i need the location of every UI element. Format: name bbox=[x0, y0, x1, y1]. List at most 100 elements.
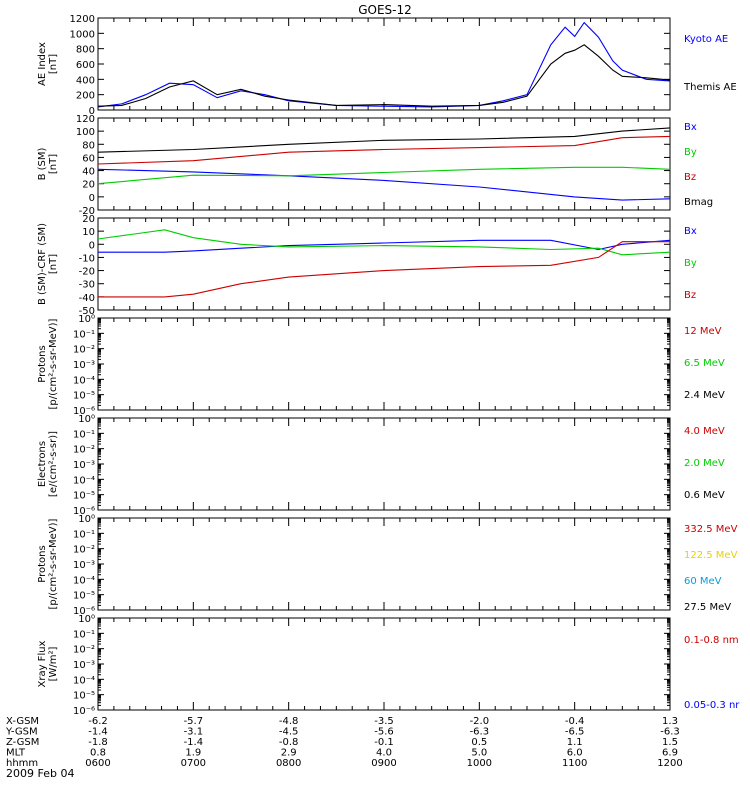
ephemeris-value: 0600 bbox=[85, 758, 110, 769]
ephemeris-value: -2.0 bbox=[470, 716, 490, 727]
ephemeris-value: 6.9 bbox=[662, 748, 678, 759]
ephemeris-value: 0900 bbox=[371, 758, 396, 769]
panel-7: 10⁰ 10⁻¹ 10⁻² 10⁻³ 10⁻⁴ 10⁻⁵ 10⁻⁶ Xray Flux [W/m… bbox=[37, 614, 740, 717]
y-tick-label: 1000 bbox=[70, 29, 95, 40]
y-tick-label: 10⁰ bbox=[78, 614, 95, 625]
legend-entry: By bbox=[684, 258, 697, 269]
y-tick-label: 10⁻¹ bbox=[73, 629, 95, 640]
legend-entry: 60 MeV bbox=[684, 576, 722, 587]
y-tick-label: 100 bbox=[76, 127, 95, 138]
chart-title: GOES-12 bbox=[358, 3, 412, 17]
legend-entry: 2.4 MeV bbox=[684, 390, 725, 401]
y-tick-label: 10⁻⁵ bbox=[73, 691, 95, 702]
date-label: 2009 Feb 04 bbox=[6, 767, 74, 780]
y-tick-label: -30 bbox=[79, 280, 95, 291]
y-tick-label: 10⁻¹ bbox=[73, 429, 95, 440]
ephemeris-value: -4.5 bbox=[279, 727, 299, 738]
series-line-bx bbox=[98, 239, 671, 253]
ephemeris-value: 5.0 bbox=[471, 748, 487, 759]
y-tick-label: 10⁻³ bbox=[73, 360, 95, 371]
y-tick-label: 10⁻⁴ bbox=[73, 675, 95, 686]
ephemeris-row-label: X-GSM bbox=[6, 716, 39, 727]
y-tick-label: 10⁻² bbox=[73, 545, 95, 556]
panel-frame bbox=[97, 617, 671, 711]
series-line-themis-ae bbox=[97, 44, 671, 107]
legend-entry: 0.05-0.3 nr bbox=[684, 700, 740, 711]
ephemeris-row-label: Z-GSM bbox=[6, 737, 39, 748]
panel-1: 0 200 400 600 800 1000 1200 AE Index [nT] Kyoto A… bbox=[37, 14, 737, 117]
ephemeris-value: -6.2 bbox=[88, 716, 108, 727]
ephemeris-row-label: hhmm bbox=[6, 758, 38, 769]
ephemeris-value: -3.1 bbox=[184, 727, 204, 738]
ephemeris-value: 0.8 bbox=[90, 748, 106, 759]
y-tick-label: 200 bbox=[76, 91, 95, 102]
legend-entry: Bx bbox=[684, 226, 697, 237]
y-tick-label: 0 bbox=[89, 240, 95, 251]
y-tick-label: 10⁻³ bbox=[73, 560, 95, 571]
ephemeris-value: 0700 bbox=[181, 758, 206, 769]
y-axis-label: B (SM) bbox=[37, 147, 48, 180]
ephemeris-value: 4.0 bbox=[376, 748, 392, 759]
y-tick-label: -20 bbox=[79, 267, 95, 278]
panel-frame bbox=[97, 517, 671, 611]
y-tick-label: 10⁻¹ bbox=[73, 529, 95, 540]
y-tick-label: 10⁻⁶ bbox=[73, 406, 95, 417]
series-line-kyoto-ae bbox=[97, 21, 671, 108]
y-tick-label: 10⁻⁵ bbox=[73, 591, 95, 602]
ephemeris-value: -6.3 bbox=[660, 727, 680, 738]
panel-5: 10⁰ 10⁻¹ 10⁻² 10⁻³ 10⁻⁴ 10⁻⁵ 10⁻⁶ Electrons [e/(… bbox=[37, 414, 725, 517]
panel-2: -20 0 20 40 60 80 100 120 B (SM) [nT] Bx By Bz Bmag bbox=[37, 114, 713, 217]
panel-frame bbox=[97, 117, 671, 211]
panel-frame bbox=[97, 17, 671, 111]
y-axis-label: [e/(cm²-s-sr)] bbox=[48, 431, 59, 497]
y-tick-label: 10⁻¹ bbox=[73, 329, 95, 340]
y-tick-label: 800 bbox=[76, 45, 95, 56]
y-tick-label: 1200 bbox=[70, 14, 95, 25]
y-tick-label: -20 bbox=[79, 206, 95, 217]
y-tick-label: 20 bbox=[82, 180, 95, 191]
panel-frame bbox=[97, 217, 671, 311]
legend-entry: 2.0 MeV bbox=[684, 458, 725, 469]
y-tick-label: 0 bbox=[89, 106, 95, 117]
y-tick-label: 0 bbox=[89, 193, 95, 204]
ephemeris-value: -4.8 bbox=[279, 716, 299, 727]
panel-6: 10⁰ 10⁻¹ 10⁻² 10⁻³ 10⁻⁴ 10⁻⁵ 10⁻⁶ Protons [p/(cm… bbox=[37, 514, 738, 617]
y-axis-label: [p/(cm²-s-sr-MeV)] bbox=[48, 318, 59, 409]
legend-entry: Bz bbox=[684, 172, 696, 183]
series-line-by bbox=[97, 229, 671, 256]
legend-entry: 332.5 MeV bbox=[684, 524, 738, 535]
legend-entry: 0.1-0.8 nm bbox=[684, 635, 739, 646]
y-tick-label: 10⁻² bbox=[73, 445, 95, 456]
y-tick-label: 10⁰ bbox=[78, 314, 95, 325]
legend-entry: Bz bbox=[684, 290, 696, 301]
y-tick-label: 10⁻⁴ bbox=[73, 375, 95, 386]
y-tick-label: 10⁻⁶ bbox=[73, 506, 95, 517]
ephemeris-value: 6.0 bbox=[567, 748, 583, 759]
legend-entry: 12 MeV bbox=[684, 326, 722, 337]
ephemeris-value: 1.5 bbox=[662, 737, 678, 748]
y-tick-label: 10⁻⁶ bbox=[73, 606, 95, 617]
y-axis-label: Electrons bbox=[37, 441, 48, 487]
y-tick-label: 10⁻⁴ bbox=[73, 575, 95, 586]
y-tick-label: 600 bbox=[76, 60, 95, 71]
ephemeris-value: -6.5 bbox=[565, 727, 585, 738]
ephemeris-value: -3.5 bbox=[374, 716, 394, 727]
ephemeris-table: X-GSM -6.2 -5.7 -4.8 -3.5 -2.0 -0.4 1.3 Y-GSM -1.… bbox=[5, 716, 683, 769]
ephemeris-value: -5.6 bbox=[374, 727, 394, 738]
ephemeris-value: 1.1 bbox=[567, 737, 583, 748]
series-line-bmag bbox=[97, 127, 671, 153]
panel-3: -50 -40 -30 -20 -10 0 10 20 B (SM)-CRF (SM) [nT] B… bbox=[37, 214, 697, 317]
y-axis-label: AE Index bbox=[37, 42, 48, 86]
y-tick-label: 10⁻⁵ bbox=[73, 491, 95, 502]
y-axis-label: [W/m²] bbox=[48, 646, 59, 681]
ephemeris-row-label: MLT bbox=[6, 748, 26, 759]
y-axis-label: [nT] bbox=[48, 54, 59, 74]
y-axis-label: [p/(cm²-s-sr-MeV)] bbox=[48, 518, 59, 609]
legend-entry: Bmag bbox=[684, 197, 713, 208]
legend-entry: 4.0 MeV bbox=[684, 426, 725, 437]
y-tick-label: 80 bbox=[82, 140, 95, 151]
ephemeris-value: -0.4 bbox=[565, 716, 585, 727]
legend-entry: By bbox=[684, 147, 697, 158]
panel-4: 10⁰ 10⁻¹ 10⁻² 10⁻³ 10⁻⁴ 10⁻⁵ 10⁻⁶ Protons [p/(cm… bbox=[37, 314, 725, 417]
ephemeris-value: -1.4 bbox=[184, 737, 204, 748]
